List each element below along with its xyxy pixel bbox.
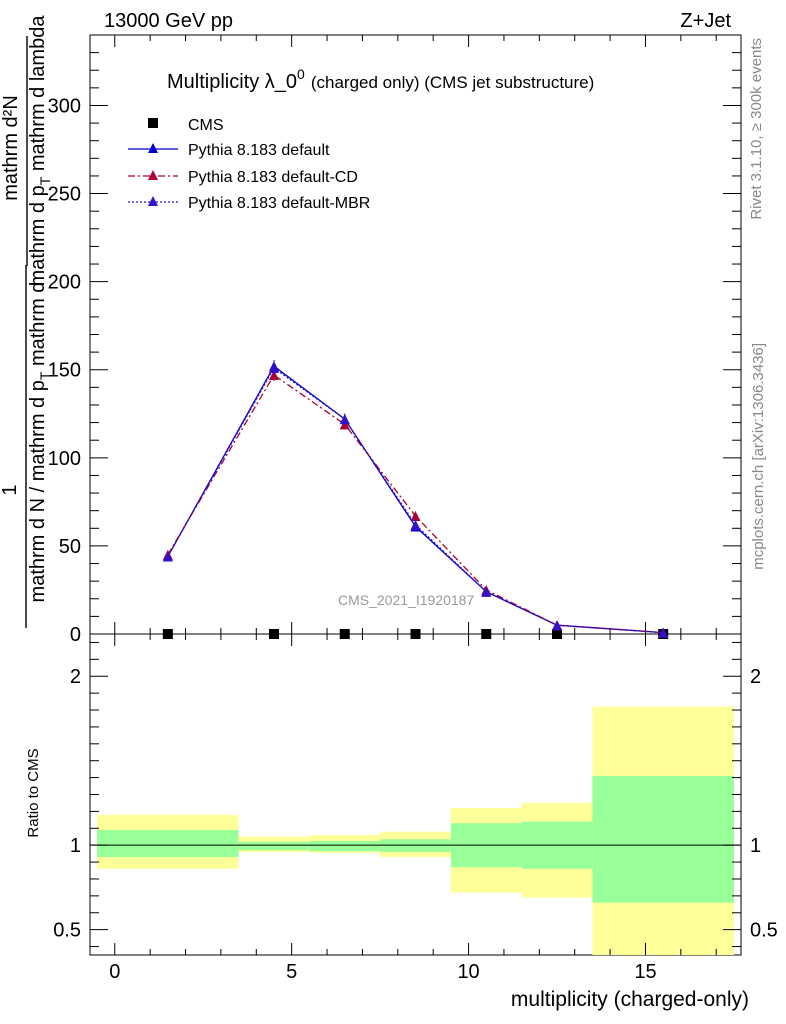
cms-point — [410, 629, 421, 639]
cms-point — [339, 629, 350, 639]
y-tick-label: 100 — [48, 448, 81, 470]
ratio-y-tick-label-left: 1 — [70, 835, 81, 857]
series-3-point — [481, 586, 492, 597]
analysis-watermark: CMS_2021_I1920187 — [338, 592, 474, 608]
y-tick-label: 0 — [70, 624, 81, 646]
y-tick-label: 50 — [59, 536, 81, 558]
y-tick-label: 300 — [48, 95, 81, 117]
legend-marker-cms — [148, 118, 158, 128]
ratio-y-tick-label-right: 1 — [750, 835, 761, 857]
ratio-bands — [97, 706, 734, 955]
xlabel: multiplicity (charged-only) — [511, 988, 749, 1011]
legend: CMS Pythia 8.183 default Pythia 8.183 de… — [128, 117, 370, 212]
cms-point — [552, 629, 563, 639]
x-tick-label: 5 — [286, 961, 297, 983]
series-3-point — [552, 620, 563, 631]
legend-label-default-mbr: Pythia 8.183 default-MBR — [188, 195, 370, 212]
header-energy-label: 13000 GeV pp — [104, 10, 233, 32]
x-tick-label: 0 — [109, 961, 120, 983]
ratio-y-tick-label-right: 0.5 — [750, 920, 778, 942]
series-3-point — [658, 627, 669, 638]
y-tick-label: 250 — [48, 184, 81, 206]
main-ylabel: 1 mathrm d²N mathrm d pT mathrm d lambda… — [0, 15, 53, 628]
ratio-axes: 0 5 10 15 0.5 0.5 1 1 2 2 — [53, 634, 778, 983]
series-3-point — [410, 519, 421, 530]
ratio-band-inner-2 — [309, 840, 381, 852]
chart-title: Multiplicity λ_00 (charged only) (CMS jet… — [167, 66, 594, 93]
cms-point — [162, 629, 173, 639]
ratio-y-tick-label-left: 2 — [70, 666, 81, 688]
ratio-ylabel: Ratio to CMS — [25, 748, 42, 837]
legend-label-default-cd: Pythia 8.183 default-CD — [188, 169, 358, 186]
ratio-band-inner-0 — [97, 829, 239, 858]
legend-marker-default — [148, 143, 158, 153]
x-tick-label: 10 — [457, 961, 479, 983]
legend-marker-default-mbr — [148, 196, 158, 206]
legend-marker-default-cd — [148, 170, 158, 180]
main-axes: 0 50 100 150 200 250 300 — [48, 34, 741, 646]
chart-title-main: Multiplicity λ_0 — [167, 71, 297, 93]
cms-point — [481, 629, 492, 639]
rivet-label: Rivet 3.1.10, ≥ 300k events — [748, 38, 765, 220]
ylabel-inner-bottom: mathrm d pT mathrm d lambda — [27, 15, 53, 287]
legend-label-default: Pythia 8.183 default — [188, 142, 330, 159]
ratio-y-tick-label-left: 0.5 — [53, 920, 81, 942]
ylabel-one: 1 — [0, 484, 21, 495]
y-tick-label: 150 — [48, 360, 81, 382]
series-2-point — [268, 370, 279, 381]
chart-title-superscript: 0 — [297, 66, 305, 82]
x-tick-label: 15 — [634, 961, 656, 983]
series-3-point — [339, 414, 350, 425]
series-3-point — [268, 362, 279, 373]
series-2-point — [410, 510, 421, 521]
ylabel-inner-top: mathrm d²N — [0, 95, 22, 201]
mcplots-label: mcplots.cern.ch [arXiv:1306.3436] — [750, 343, 767, 570]
series-group — [162, 360, 669, 639]
ratio-band-inner-1 — [238, 841, 310, 851]
cms-point — [268, 629, 279, 639]
ratio-y-tick-label-right: 2 — [750, 666, 761, 688]
ratio-band-inner-6 — [592, 775, 734, 903]
chart-title-subtitle: (charged only) (CMS jet substructure) — [311, 73, 594, 92]
series-3-point — [162, 551, 173, 562]
ylabel-denominator: mathrm d N / mathrm d pT mathrm d — [27, 282, 53, 603]
header-process-label: Z+Jet — [680, 10, 731, 32]
legend-label-cms: CMS — [188, 117, 224, 134]
y-tick-label: 200 — [48, 272, 81, 294]
